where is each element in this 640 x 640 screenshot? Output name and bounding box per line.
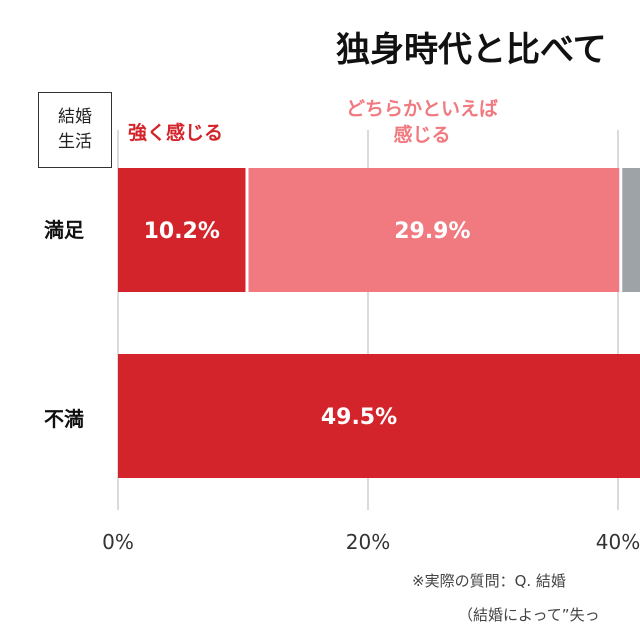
category-header-line2: 生活 <box>58 132 92 152</box>
row-label-dissatisfied: 不満 <box>44 407 84 431</box>
row-label-satisfied: 満足 <box>44 218 84 242</box>
category-header-line1: 結婚 <box>58 107 92 128</box>
footnote-line1: ※実際の質問：Q. 結婚 <box>412 572 566 590</box>
legend-mid-label: どちらかといえば 感じる <box>332 96 512 148</box>
bar-segment-0-0 <box>118 168 246 292</box>
chart-title: 独身時代と比べて <box>336 30 607 70</box>
x-tick-0: 0% <box>102 530 134 554</box>
footnote-line2: （結婚によって”失っ <box>458 606 600 624</box>
data-label-0-1: 29.9% <box>394 219 470 244</box>
x-tick-20: 20% <box>345 530 391 554</box>
legend-strong-label: 強く感じる <box>128 122 224 144</box>
legend-mid-line2: 感じる <box>393 124 451 147</box>
bar-segment-0-1 <box>248 168 620 292</box>
category-header-box: 結婚 生活 <box>38 92 112 168</box>
legend-mid-line1: どちらかといえば <box>345 98 498 120</box>
x-tick-40: 40% <box>595 530 640 554</box>
data-label-1-0: 49.5% <box>321 405 397 430</box>
data-label-0-0: 10.2% <box>144 219 220 244</box>
bar-segment-1-0 <box>118 354 640 478</box>
bar-segment-0-2 <box>622 168 640 292</box>
